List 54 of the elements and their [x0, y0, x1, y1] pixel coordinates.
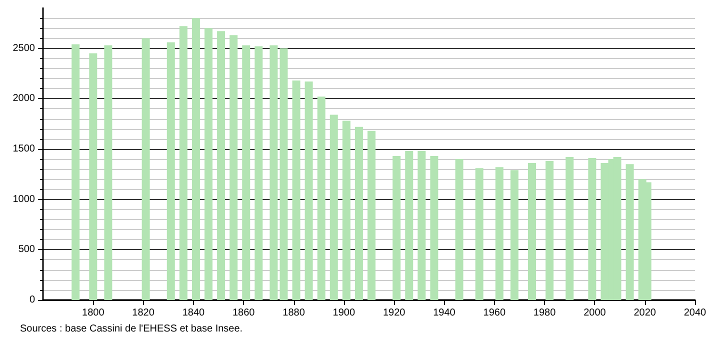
- bar: [270, 45, 278, 300]
- bar: [475, 168, 484, 300]
- y-tick-label: 1500: [12, 143, 36, 154]
- y-tick-label: 0: [29, 294, 36, 306]
- y-tick-label: 2500: [12, 42, 36, 54]
- bar: [495, 167, 504, 300]
- bar: [546, 161, 554, 300]
- bar: [588, 158, 596, 300]
- x-tick-label: 1980: [533, 308, 556, 318]
- bar: [354, 126, 363, 300]
- bar: [254, 46, 263, 300]
- bar: [510, 170, 518, 300]
- bar: [280, 48, 288, 300]
- bar: [317, 96, 326, 300]
- x-tick-label: 2020: [634, 308, 656, 318]
- x-tick-label: 2000: [584, 308, 606, 318]
- bar: [192, 18, 200, 300]
- bar: [104, 45, 112, 300]
- x-tick-label: 1880: [282, 308, 306, 318]
- bar: [166, 42, 175, 300]
- bar: [89, 53, 98, 300]
- x-tick-label: 2040: [684, 308, 707, 318]
- bar: [179, 26, 188, 300]
- bar: [342, 120, 350, 300]
- bar: [418, 150, 426, 300]
- x-tick-label: 1800: [82, 308, 105, 318]
- y-tick-label: 2000: [12, 93, 36, 104]
- bar: [455, 159, 464, 300]
- source-note: Sources : base Cassini de l'EHESS et base Insee.: [20, 324, 243, 334]
- bar: [230, 35, 238, 300]
- x-tick-label: 1960: [483, 308, 506, 318]
- bar: [405, 150, 414, 300]
- bar: [368, 130, 376, 300]
- x-tick-label: 1940: [433, 308, 456, 318]
- bar: [72, 44, 80, 300]
- x-tick-label: 1840: [182, 308, 206, 318]
- y-tick-label: 500: [18, 244, 36, 256]
- bar: [304, 82, 313, 300]
- x-tick-label: 1900: [332, 308, 356, 318]
- bar: [430, 156, 438, 300]
- bar: [528, 163, 536, 300]
- bar: [330, 114, 338, 300]
- bar: [142, 38, 150, 300]
- bar: [292, 80, 300, 300]
- bar: [626, 164, 634, 300]
- y-tick-label: 1000: [12, 194, 36, 205]
- bar: [392, 156, 401, 300]
- x-tick-label: 1860: [232, 308, 256, 318]
- x-tick-label: 1820: [132, 308, 155, 318]
- bar: [204, 28, 213, 300]
- bar: [217, 31, 226, 300]
- bar: [566, 157, 574, 300]
- x-tick-label: 1920: [382, 308, 406, 318]
- bar: [242, 45, 250, 300]
